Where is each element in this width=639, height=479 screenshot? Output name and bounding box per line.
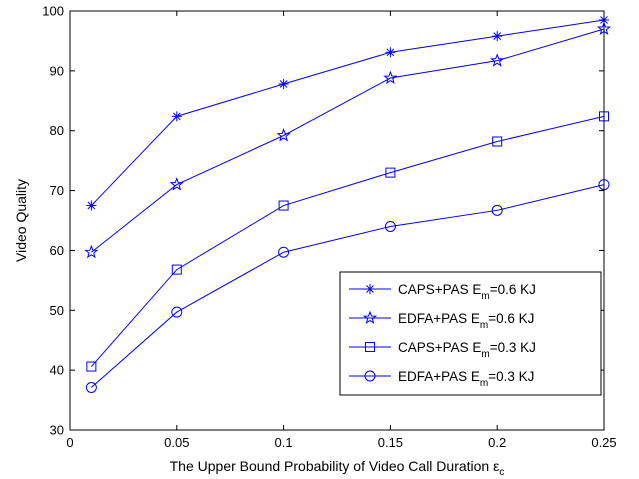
axes-layer: 0 0.05 0.1 0.15 0.2 0.25 30 40 50 60 70 80 90 100: [42, 4, 616, 451]
y-tick-label: 60: [50, 243, 64, 258]
data-point: [85, 382, 97, 394]
data-point: [86, 200, 97, 211]
y-tick-label: 40: [50, 363, 64, 378]
legend-marker: [365, 342, 375, 352]
legend-marker: [362, 310, 378, 325]
x-tick-label: 0.05: [164, 435, 189, 450]
x-tick-label: 0.25: [591, 435, 616, 450]
y-axis-label: Video Quality: [13, 179, 29, 262]
data-point: [169, 177, 184, 191]
legend: CAPS+PAS Em=0.6 KJ EDFA+PAS Em=0.6 KJ CAPS…: [339, 271, 602, 396]
data-point: [84, 244, 99, 259]
legend-box: [339, 271, 602, 396]
data-point: [385, 47, 396, 58]
data-point: [86, 361, 97, 372]
x-axis-label: The Upper Bound Probability of Video Cal…: [170, 458, 505, 478]
plot-frame: [69, 10, 605, 431]
x-tick-label: 0.15: [378, 435, 403, 450]
y-tick-label: 80: [50, 123, 64, 138]
legend-label: EDFA+PAS Em=0.3 KJ: [398, 369, 534, 389]
legend-marker: [365, 284, 375, 294]
legend-entry-4: EDFA+PAS Em=0.3 KJ: [349, 369, 534, 389]
data-point: [385, 167, 396, 178]
y-tick-label: 70: [50, 183, 64, 198]
legend-label: CAPS+PAS Em=0.6 KJ: [398, 282, 536, 302]
data-point: [171, 306, 183, 318]
legend-marker: [364, 370, 376, 382]
series-1: [86, 14, 609, 211]
data-point: [492, 136, 503, 147]
series-2: [84, 21, 612, 259]
x-tick-label: 0: [66, 435, 73, 450]
series-line: [90, 115, 605, 367]
legend-entry-3: CAPS+PAS Em=0.3 KJ: [349, 340, 536, 360]
y-tick-label: 30: [50, 423, 64, 438]
data-point: [171, 264, 182, 275]
data-point: [384, 220, 396, 232]
legend-label: EDFA+PAS Em=0.6 KJ: [398, 311, 534, 331]
data-point: [492, 31, 503, 42]
legend-entry-1: CAPS+PAS Em=0.6 KJ: [349, 282, 536, 302]
data-point: [383, 70, 398, 85]
data-point: [276, 128, 291, 142]
legend-entry-2: EDFA+PAS Em=0.6 KJ: [349, 310, 534, 331]
y-tick-label: 100: [42, 4, 64, 19]
series-line: [91, 184, 605, 388]
y-tick-label: 90: [50, 63, 64, 78]
data-point: [171, 111, 182, 122]
data-point: [278, 200, 289, 211]
legend-label: CAPS+PAS Em=0.3 KJ: [398, 340, 536, 360]
data-point: [278, 79, 289, 90]
data-point: [491, 204, 503, 216]
x-tick-label: 0.1: [275, 435, 293, 450]
series-line: [91, 28, 605, 253]
y-tick-label: 50: [50, 303, 64, 318]
data-point: [490, 53, 505, 67]
x-tick-label: 0.2: [488, 435, 506, 450]
data-point: [278, 246, 290, 258]
series-line: [90, 19, 605, 206]
